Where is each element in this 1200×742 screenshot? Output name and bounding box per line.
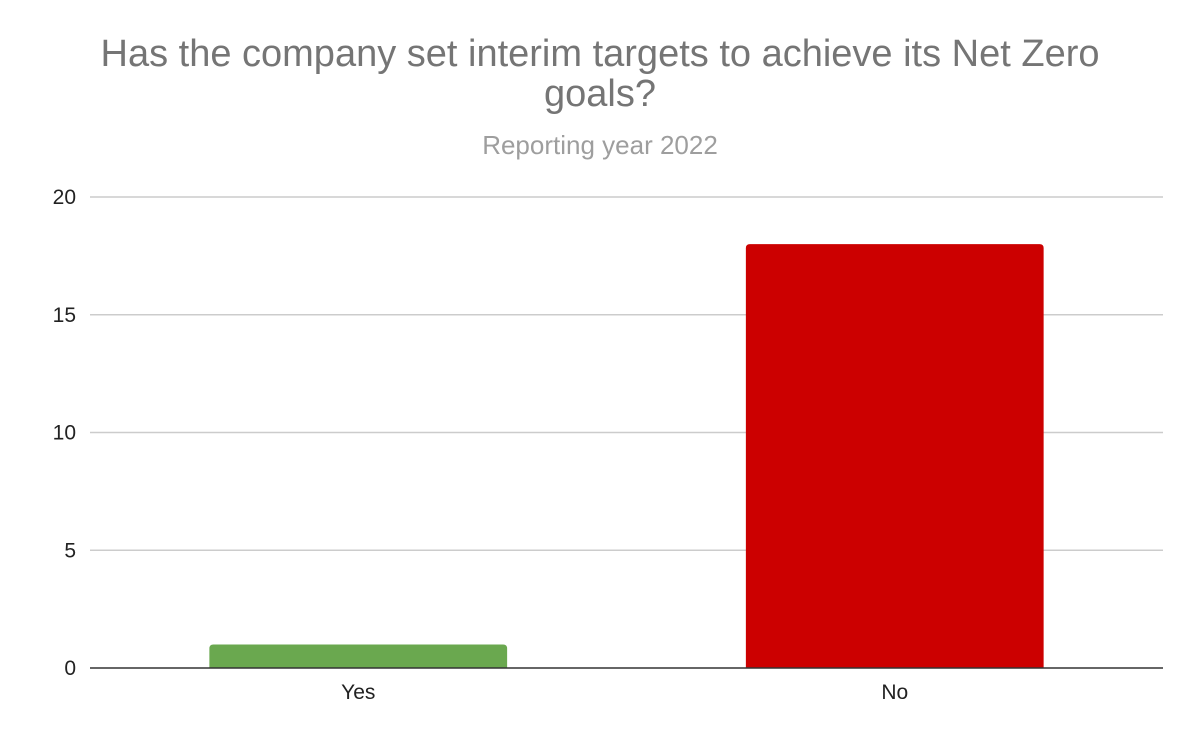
y-tick-label: 5 [64,539,76,562]
bar-yes [209,644,508,668]
y-tick-label: 15 [53,304,76,327]
chart-title: Has the company set interim targets to a… [100,33,1100,115]
chart-subtitle: Reporting year 2022 [482,130,718,160]
y-tick-label: 0 [64,657,76,680]
y-tick-label: 20 [53,186,76,209]
x-tick-label: Yes [341,681,375,704]
bar-no [745,244,1044,668]
y-axis-ticks: 0 5 10 15 20 [53,186,76,680]
x-axis-ticks: Yes No [341,681,908,704]
bars [209,244,1044,668]
y-tick-label: 10 [53,422,76,445]
x-tick-label: No [881,681,908,704]
